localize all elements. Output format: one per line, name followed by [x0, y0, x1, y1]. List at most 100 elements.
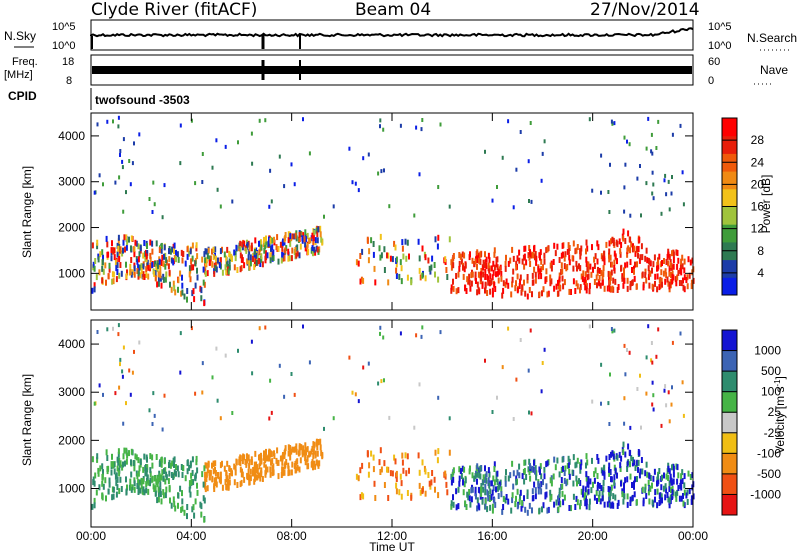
heatmap-cell — [143, 453, 146, 460]
heatmap-cell — [296, 244, 299, 251]
heatmap-cell — [96, 330, 99, 334]
heatmap-cell — [149, 256, 152, 263]
heatmap-cell — [575, 495, 578, 502]
heatmap-cell — [557, 279, 559, 286]
heatmap-cell — [627, 230, 630, 237]
heatmap-cell — [153, 270, 156, 277]
heatmap-cell — [221, 460, 223, 467]
heatmap-cell — [190, 258, 193, 265]
power-ylabel: Slant Range [km] — [20, 166, 34, 258]
heatmap-cell — [380, 252, 383, 259]
heatmap-cell — [213, 486, 216, 492]
heatmap-cell — [682, 277, 684, 284]
heatmap-cell — [450, 284, 453, 291]
heatmap-cell — [458, 252, 461, 258]
heatmap-cell — [145, 249, 147, 256]
heatmap-cell — [149, 453, 152, 460]
heatmap-cell — [190, 479, 193, 485]
heatmap-cell — [290, 372, 293, 376]
heatmap-cell — [580, 459, 583, 466]
heatmap-cell — [290, 469, 293, 476]
heatmap-cell — [202, 481, 205, 488]
heatmap-cell — [113, 461, 116, 468]
heatmap-cell — [680, 269, 683, 276]
heatmap-cell — [367, 152, 370, 157]
heatmap-cell — [131, 370, 134, 375]
heatmap-cell — [575, 475, 578, 482]
heatmap-cell — [598, 482, 601, 489]
heatmap-cell — [623, 271, 625, 278]
heatmap-cell — [630, 455, 633, 462]
heatmap-cell — [608, 256, 611, 263]
heatmap-cell — [468, 489, 471, 495]
heatmap-cell — [278, 363, 281, 368]
heatmap-cell — [675, 280, 678, 287]
heatmap-cell — [620, 480, 622, 487]
colorbar-swatch — [722, 135, 737, 154]
heatmap-cell — [661, 260, 663, 266]
heatmap-cell — [637, 466, 639, 473]
heatmap-cell — [585, 462, 587, 469]
heatmap-cell — [239, 466, 242, 473]
heatmap-cell — [651, 482, 653, 489]
heatmap-cell — [663, 388, 666, 393]
heatmap-cell — [651, 151, 654, 156]
heatmap-cell — [119, 153, 121, 157]
heatmap-cell — [476, 478, 478, 485]
heatmap-cell — [542, 502, 545, 509]
heatmap-cell — [291, 461, 294, 468]
heatmap-cell — [266, 466, 269, 473]
heatmap-cell — [561, 251, 564, 258]
heatmap-cell — [511, 460, 514, 467]
heatmap-cell — [374, 495, 377, 501]
heatmap-cell — [600, 485, 603, 491]
heatmap-cell — [460, 473, 463, 479]
heatmap-cell — [186, 253, 189, 260]
heatmap-cell — [648, 258, 651, 265]
heatmap-cell — [227, 268, 230, 275]
heatmap-cell — [579, 463, 582, 470]
heatmap-cell — [566, 462, 569, 469]
heatmap-cell — [496, 479, 499, 485]
heatmap-cell — [482, 486, 485, 493]
heatmap-cell — [125, 244, 128, 251]
heatmap-cell — [196, 253, 199, 260]
heatmap-cell — [252, 467, 255, 473]
heatmap-cell — [130, 448, 133, 455]
colorbar-swatch — [722, 188, 737, 207]
colorbar-tick-label: 25 — [768, 405, 782, 419]
heatmap-cell — [683, 489, 686, 496]
heatmap-cell — [304, 442, 307, 449]
heatmap-cell — [203, 497, 206, 504]
heatmap-cell — [265, 455, 268, 462]
heatmap-cell — [665, 487, 668, 494]
heatmap-cell — [101, 493, 104, 500]
heatmap-cell — [676, 274, 679, 281]
heatmap-cell — [632, 243, 634, 250]
heatmap-cell — [102, 392, 104, 397]
heatmap-cell — [214, 460, 217, 467]
heatmap-cell — [666, 492, 669, 498]
heatmap-cell — [136, 473, 139, 480]
heatmap-cell — [521, 284, 524, 291]
heatmap-cell — [142, 263, 145, 270]
heatmap-cell — [302, 117, 304, 122]
heatmap-cell — [359, 494, 362, 501]
heatmap-cell — [248, 474, 251, 481]
heatmap-cell — [598, 495, 601, 502]
heatmap-cell — [613, 474, 616, 481]
heatmap-cell — [313, 460, 316, 467]
heatmap-cell — [667, 475, 670, 481]
nsearch-tick-top: 10^5 — [708, 21, 732, 33]
heatmap-cell — [677, 269, 680, 276]
heatmap-cell — [239, 252, 242, 259]
heatmap-cell — [233, 264, 236, 271]
heatmap-cell — [181, 274, 183, 281]
heatmap-cell — [214, 480, 217, 486]
heatmap-cell — [195, 455, 198, 462]
heatmap-cell — [177, 471, 180, 478]
heatmap-cell — [567, 242, 570, 249]
heatmap-cell — [119, 476, 122, 483]
heatmap-cell — [128, 450, 130, 457]
heatmap-cell — [539, 268, 542, 275]
